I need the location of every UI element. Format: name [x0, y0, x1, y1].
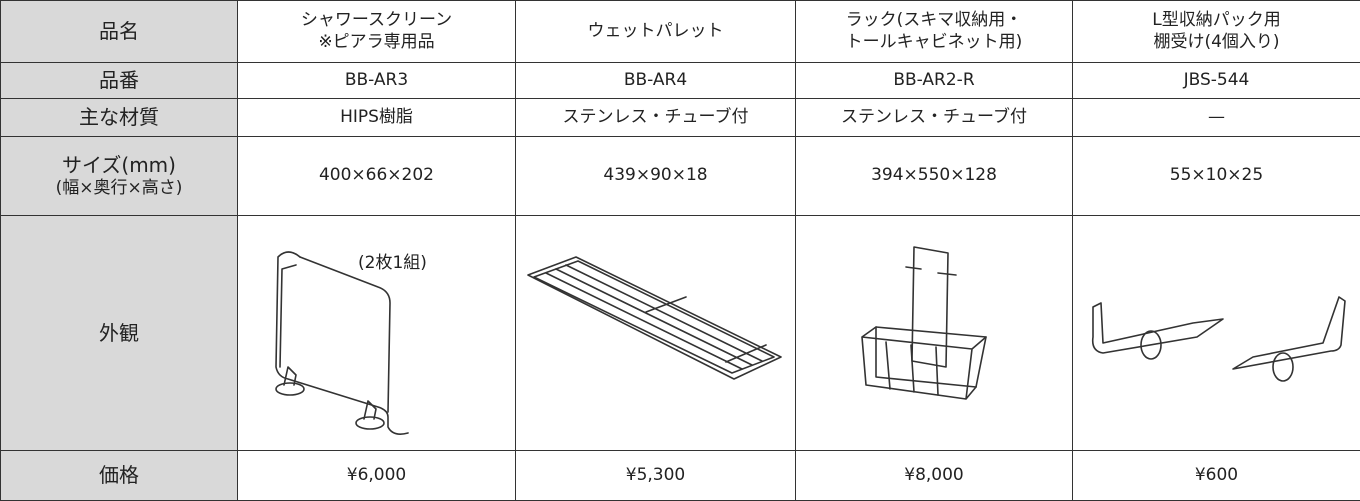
row: サイズ(mm)(幅×奥行×高さ) 400×66×202 439×90×18 39…	[1, 137, 1360, 216]
cell: L型収納パック用棚受け(4個入り)	[1073, 1, 1360, 63]
text: 外観	[1, 321, 237, 346]
row-header: 品名	[1, 1, 238, 63]
text: 400×66×202	[238, 165, 515, 186]
text: L型収納パック用	[1073, 10, 1360, 31]
text: BB-AR4	[516, 70, 795, 91]
text: BB-AR2-R	[796, 70, 1072, 91]
row: 品名 シャワースクリーン※ピアラ専用品 ウェットパレット ラック(スキマ収納用・…	[1, 1, 1360, 63]
cell	[516, 216, 796, 451]
text: ¥8,000	[796, 465, 1072, 486]
row-header: 主な材質	[1, 99, 238, 137]
text: 439×90×18	[516, 165, 795, 186]
cell: JBS-544	[1073, 63, 1360, 99]
cell: ¥600	[1073, 451, 1360, 501]
cell: ステンレス・チューブ付	[796, 99, 1073, 137]
image-cell	[796, 217, 1072, 450]
text: 394×550×128	[796, 165, 1072, 186]
cell: BB-AR2-R	[796, 63, 1073, 99]
row: 品番 BB-AR3 BB-AR4 BB-AR2-R JBS-544	[1, 63, 1360, 99]
cell: (2枚1組)	[238, 216, 516, 451]
text: (幅×奥行×高さ)	[1, 178, 237, 199]
text: トールキャビネット用)	[796, 32, 1072, 53]
text: ¥600	[1073, 465, 1360, 486]
image-cell	[1073, 217, 1360, 450]
text: サイズ(mm)	[1, 153, 237, 178]
annotation: (2枚1組)	[358, 253, 427, 274]
text: 品番	[1, 68, 237, 93]
text: 主な材質	[1, 105, 237, 130]
image-cell	[516, 217, 795, 450]
cell: 394×550×128	[796, 137, 1073, 216]
row-header: 品番	[1, 63, 238, 99]
row: 主な材質 HIPS樹脂 ステンレス・チューブ付 ステンレス・チューブ付 —	[1, 99, 1360, 137]
cell: ウェットパレット	[516, 1, 796, 63]
cell	[796, 216, 1073, 451]
row-header: サイズ(mm)(幅×奥行×高さ)	[1, 137, 238, 216]
text: ウェットパレット	[516, 21, 795, 42]
cell: 400×66×202	[238, 137, 516, 216]
text: JBS-544	[1073, 70, 1360, 91]
shower-screen-illustration	[238, 217, 516, 450]
text: ラック(スキマ収納用・	[796, 10, 1072, 31]
text: ¥6,000	[238, 465, 515, 486]
cell: シャワースクリーン※ピアラ専用品	[238, 1, 516, 63]
cell: BB-AR4	[516, 63, 796, 99]
cell: —	[1073, 99, 1360, 137]
row-header: 外観	[1, 216, 238, 451]
row: 価格 ¥6,000 ¥5,300 ¥8,000 ¥600	[1, 451, 1360, 501]
cell: ¥8,000	[796, 451, 1073, 501]
bracket-illustration	[1073, 217, 1360, 450]
image-cell: (2枚1組)	[238, 217, 515, 450]
cell: ¥6,000	[238, 451, 516, 501]
cell: ラック(スキマ収納用・トールキャビネット用)	[796, 1, 1073, 63]
text: BB-AR3	[238, 70, 515, 91]
cell	[1073, 216, 1360, 451]
cell: BB-AR3	[238, 63, 516, 99]
cell: ステンレス・チューブ付	[516, 99, 796, 137]
text: —	[1073, 107, 1360, 128]
text: ¥5,300	[516, 465, 795, 486]
cell: 55×10×25	[1073, 137, 1360, 216]
cell: HIPS樹脂	[238, 99, 516, 137]
text: ステンレス・チューブ付	[516, 107, 795, 128]
text: シャワースクリーン	[238, 10, 515, 31]
rack-illustration	[796, 217, 1073, 450]
text: 棚受け(4個入り)	[1073, 32, 1360, 53]
text: HIPS樹脂	[238, 107, 515, 128]
cell: ¥5,300	[516, 451, 796, 501]
text: 55×10×25	[1073, 165, 1360, 186]
row: 外観 (2枚1組)	[1, 216, 1360, 451]
row-header: 価格	[1, 451, 238, 501]
cell: 439×90×18	[516, 137, 796, 216]
text: 価格	[1, 463, 237, 488]
text: ステンレス・チューブ付	[796, 107, 1072, 128]
text: 品名	[1, 19, 237, 44]
wet-pallet-illustration	[516, 217, 796, 450]
text: ※ピアラ専用品	[238, 32, 515, 53]
